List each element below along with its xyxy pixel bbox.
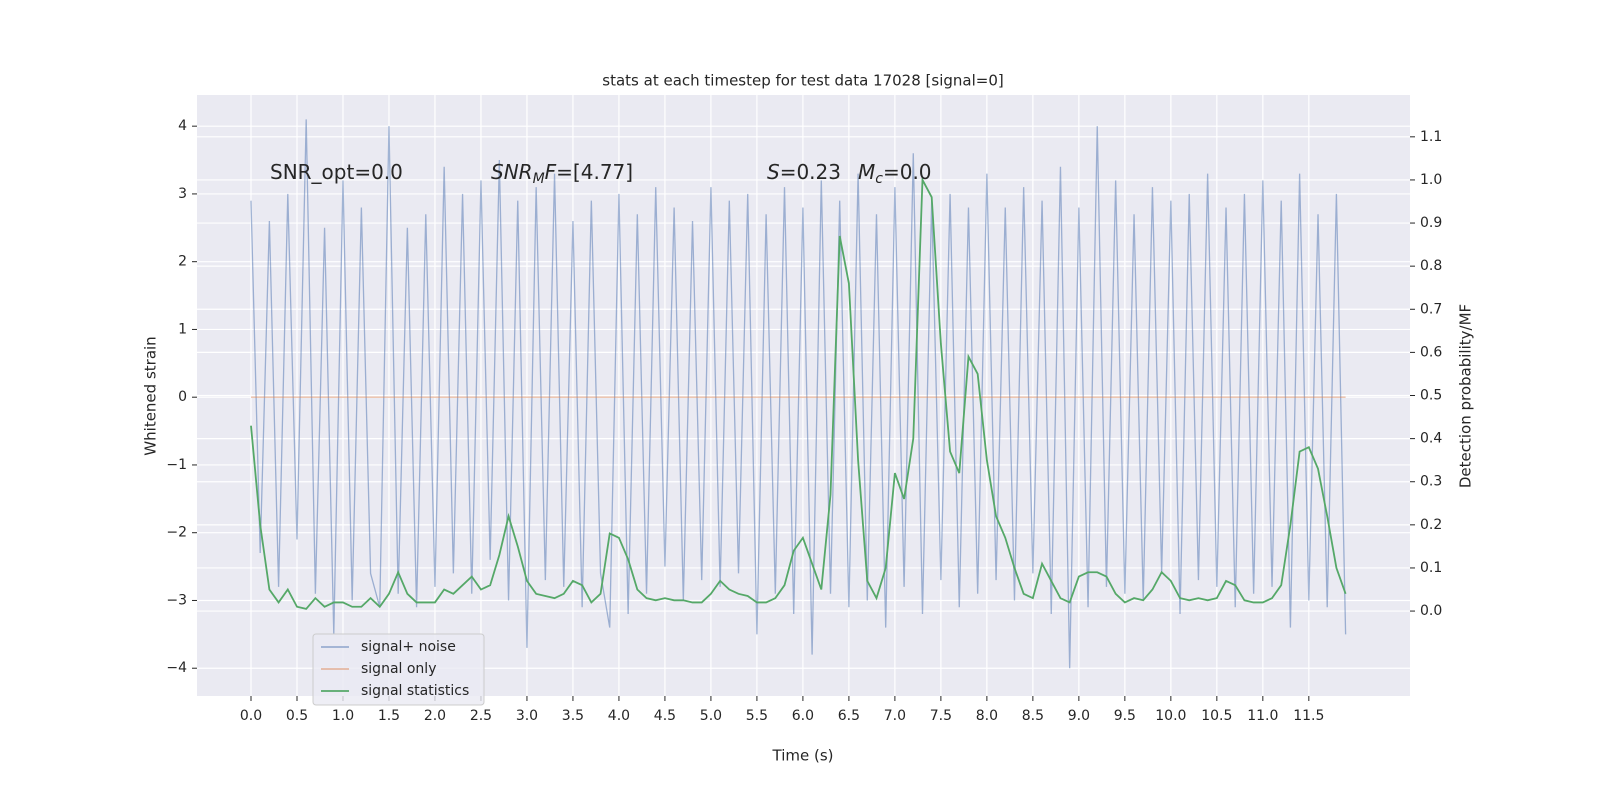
x-tick-label: 0.5 [286,708,308,724]
legend-label: signal+ noise [361,639,456,655]
legend-box [312,633,485,706]
x-tick-label: 10.0 [1155,708,1186,724]
x-tick-label: 3.0 [516,708,538,724]
x-tick-label: 1.0 [332,708,354,724]
y-tick-label: 1 [178,321,187,337]
annotation-part: M [533,171,545,187]
x-axis-label: Time (s) [772,747,834,765]
y-tick-label: −3 [166,592,187,608]
x-tick-label: 1.5 [378,708,400,724]
x-tick-label: 4.0 [608,708,630,724]
annotation-part: SNR [491,160,533,184]
x-tick-label: 3.5 [562,708,584,724]
y-tick-label: −4 [166,660,187,676]
x-tick-label: 4.5 [654,708,676,724]
y2-tick-label: 0.7 [1420,301,1442,317]
annotation: SNR_opt=0.0 [270,160,403,184]
annotation-part: S [767,160,780,184]
x-tick-label: 7.0 [884,708,906,724]
y-axis-label: Whitened strain [142,336,160,455]
x-tick-label: 7.5 [930,708,952,724]
annotation-part: =0.23 [780,160,841,184]
series-line [250,119,1347,669]
annotation-part: c [875,171,883,187]
x-tick-label: 11.5 [1293,708,1324,724]
x-tick-label: 9.0 [1068,708,1090,724]
chart-title: stats at each timestep for test data 170… [602,72,1003,90]
y2-tick-label: 1.1 [1420,129,1442,145]
y-tick-label: 3 [178,186,187,202]
annotation: SNRMF=[4.77] [491,160,633,188]
y-tick-label: 2 [178,254,187,270]
x-tick-label: 11.0 [1247,708,1278,724]
annotation-part: =0.0 [883,160,932,184]
x-tick-label: 8.5 [1022,708,1044,724]
series-line [250,176,1347,610]
legend-label: signal only [361,661,436,677]
x-tick-label: 5.0 [700,708,722,724]
x-tick-label: 0.0 [240,708,262,724]
annotation-part: M [858,160,875,184]
y2-tick-label: 0.5 [1420,388,1442,404]
x-tick-label: 2.5 [470,708,492,724]
y2-tick-label: 0.6 [1420,344,1442,360]
y2-tick-label: 0.3 [1420,474,1442,490]
y2-tick-label: 0.9 [1420,215,1442,231]
x-tick-label: 10.5 [1201,708,1232,724]
y2-tick-label: 0.0 [1420,603,1442,619]
annotation-part: =[4.77] [556,160,633,184]
annotation-part: SNR_opt=0.0 [270,160,403,184]
annotation: Mc=0.0 [858,160,932,188]
legend: signal+ noise signal only signal statistic… [312,633,485,706]
y2-axis-label: Detection probability/MF [1457,304,1475,488]
y2-tick-label: 1.0 [1420,172,1442,188]
y2-tick-label: 0.1 [1420,560,1442,576]
y-tick-label: 4 [178,118,187,134]
annotation-part: F [545,160,557,184]
y2-tick-label: 0.8 [1420,258,1442,274]
x-tick-label: 6.5 [838,708,860,724]
x-tick-label: 2.0 [424,708,446,724]
annotation: S=0.23 [767,160,841,184]
y-tick-label: −2 [166,525,187,541]
x-tick-label: 8.0 [976,708,998,724]
legend-label: signal statistics [361,683,469,699]
y2-tick-label: 0.2 [1420,517,1442,533]
y2-tick-label: 0.4 [1420,431,1442,447]
x-tick-label: 5.5 [746,708,768,724]
y-tick-label: 0 [178,389,187,405]
x-tick-label: 6.0 [792,708,814,724]
y-tick-label: −1 [166,457,187,473]
x-tick-label: 9.5 [1114,708,1136,724]
